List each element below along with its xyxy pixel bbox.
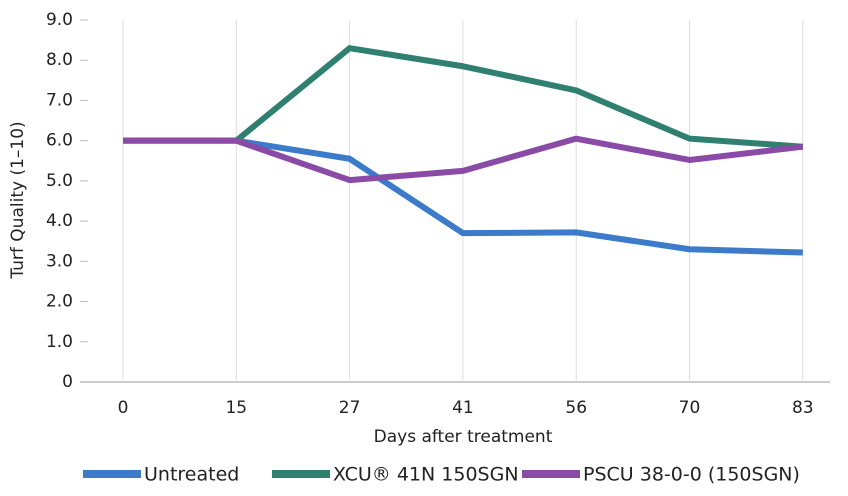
x-tick-label: 27 xyxy=(339,398,361,418)
x-tick-label: 56 xyxy=(565,398,587,418)
y-tick-label: 9.0 xyxy=(46,10,73,30)
y-tick-label: 5.0 xyxy=(46,171,73,191)
series-line xyxy=(123,135,804,184)
x-tick-label: 41 xyxy=(452,398,474,418)
y-tick-label: 2.0 xyxy=(46,292,73,312)
legend-swatch xyxy=(522,470,580,478)
y-tick-label: 7.0 xyxy=(46,90,73,110)
x-axis-label: Days after treatment xyxy=(374,427,553,447)
y-tick-label: 6.0 xyxy=(46,131,73,151)
y-tick-label: 1.0 xyxy=(46,332,73,352)
x-tick-label: 83 xyxy=(792,398,814,418)
x-tick-label: 0 xyxy=(118,398,129,418)
y-axis-label: Turf Quality (1–10) xyxy=(8,121,28,279)
y-tick-label: 0 xyxy=(62,372,73,392)
legend-label: XCU® 41N 150SGN xyxy=(333,464,519,486)
y-tick-label: 3.0 xyxy=(46,251,73,271)
legend-label: PSCU 38-0-0 (150SGN) xyxy=(583,464,800,486)
y-tick-label: 4.0 xyxy=(46,211,73,231)
x-tick-label: 15 xyxy=(225,398,247,418)
y-tick-label: 8.0 xyxy=(46,50,73,70)
legend-swatch xyxy=(272,470,330,478)
legend-swatch xyxy=(83,470,141,478)
legend-label: Untreated xyxy=(144,464,239,486)
x-tick-label: 70 xyxy=(679,398,701,418)
